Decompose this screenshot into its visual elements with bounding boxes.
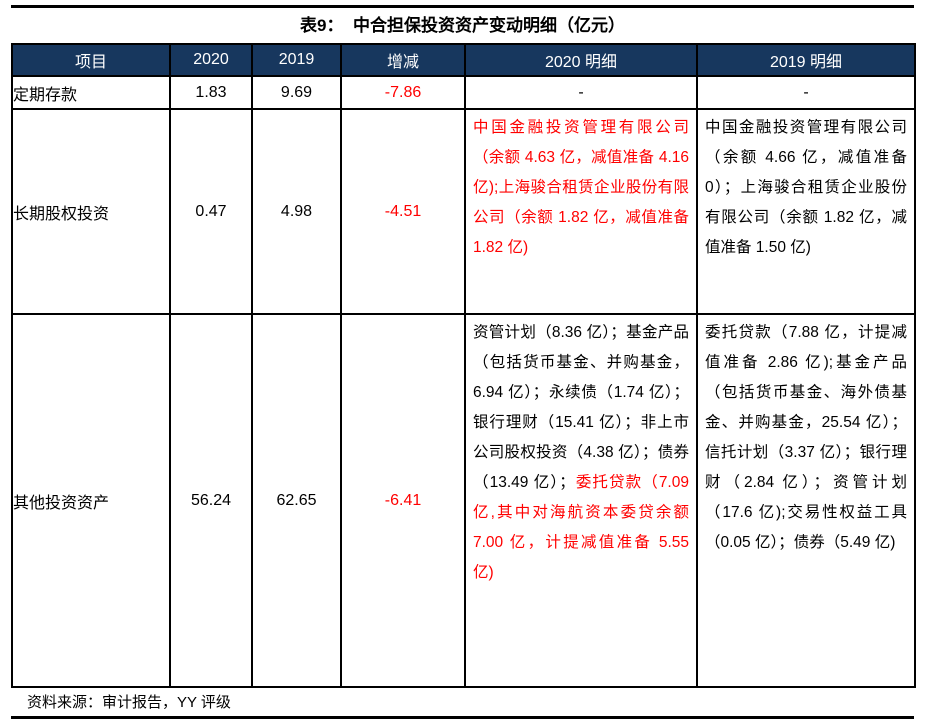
col-header-2020: 2020 xyxy=(169,43,253,77)
table-row-time-deposits: 定期存款 1.83 9.69 -7.86 - - xyxy=(11,75,916,110)
cell-detail-2020: 中国金融投资管理有限公司（余额 4.63 亿，减值准备 4.16 亿);上海骏合… xyxy=(464,108,698,315)
col-header-change: 增减 xyxy=(340,43,466,77)
header-row: 项目 2020 2019 增减 2020 明细 2019 明细 xyxy=(11,43,916,77)
source-note: 资料来源：审计报告，YY 评级 xyxy=(27,694,231,711)
cell-2019: 4.98 xyxy=(251,108,342,315)
cell-2020: 0.47 xyxy=(169,108,253,315)
cell-2019: 62.65 xyxy=(251,313,342,688)
table-row-long-term-equity: 长期股权投资 0.47 4.98 -4.51 中国金融投资管理有限公司（余额 4… xyxy=(11,108,916,315)
cell-detail-2019: - xyxy=(696,75,916,110)
cell-item: 定期存款 xyxy=(11,75,171,110)
data-table: 项目 2020 2019 增减 2020 明细 2019 明细 定期存款 1.8… xyxy=(11,43,916,688)
table-row-other-investments: 其他投资资产 56.24 62.65 -6.41 资管计划（8.36 亿）；基金… xyxy=(11,313,916,688)
cell-2020: 1.83 xyxy=(169,75,253,110)
cell-change: -6.41 xyxy=(340,313,466,688)
detail-text: 资管计划（8.36 亿）；基金产品（包括货币基金、并购基金，6.94 亿）；永续… xyxy=(473,324,689,491)
cell-change: -4.51 xyxy=(340,108,466,315)
detail-text-red: 委托贷款（7.09 亿,其中对海航资本委贷余额 7.00 亿，计提减值准备 5.… xyxy=(473,474,689,581)
bottom-rule xyxy=(11,716,914,719)
col-header-detail-2020: 2020 明细 xyxy=(464,43,698,77)
col-header-item: 项目 xyxy=(11,43,171,77)
cell-change: -7.86 xyxy=(340,75,466,110)
cell-detail-2019: 委托贷款（7.88 亿，计提减值准备 2.86 亿);基金产品（包括货币基金、海… xyxy=(696,313,916,688)
cell-detail-2020: 资管计划（8.36 亿）；基金产品（包括货币基金、并购基金，6.94 亿）；永续… xyxy=(464,313,698,688)
cell-detail-2020: - xyxy=(464,75,698,110)
cell-item: 其他投资资产 xyxy=(11,313,171,688)
table-title: 表9： 中合担保投资资产变动明细（亿元） xyxy=(300,16,625,35)
cell-2019: 9.69 xyxy=(251,75,342,110)
cell-2020: 56.24 xyxy=(169,313,253,688)
detail-text: 委托贷款（7.88 亿，计提减值准备 2.86 亿);基金产品（包括货币基金、海… xyxy=(705,324,907,551)
top-rule xyxy=(11,5,914,8)
cell-detail-2019: 中国金融投资管理有限公司（余额 4.66 亿，减值准备 0）；上海骏合租赁企业股… xyxy=(696,108,916,315)
cell-item: 长期股权投资 xyxy=(11,108,171,315)
detail-text-red: 中国金融投资管理有限公司（余额 4.63 亿，减值准备 4.16 亿);上海骏合… xyxy=(473,119,689,256)
detail-text: 中国金融投资管理有限公司（余额 4.66 亿，减值准备 0）；上海骏合租赁企业股… xyxy=(705,119,907,256)
col-header-2019: 2019 xyxy=(251,43,342,77)
col-header-detail-2019: 2019 明细 xyxy=(696,43,916,77)
